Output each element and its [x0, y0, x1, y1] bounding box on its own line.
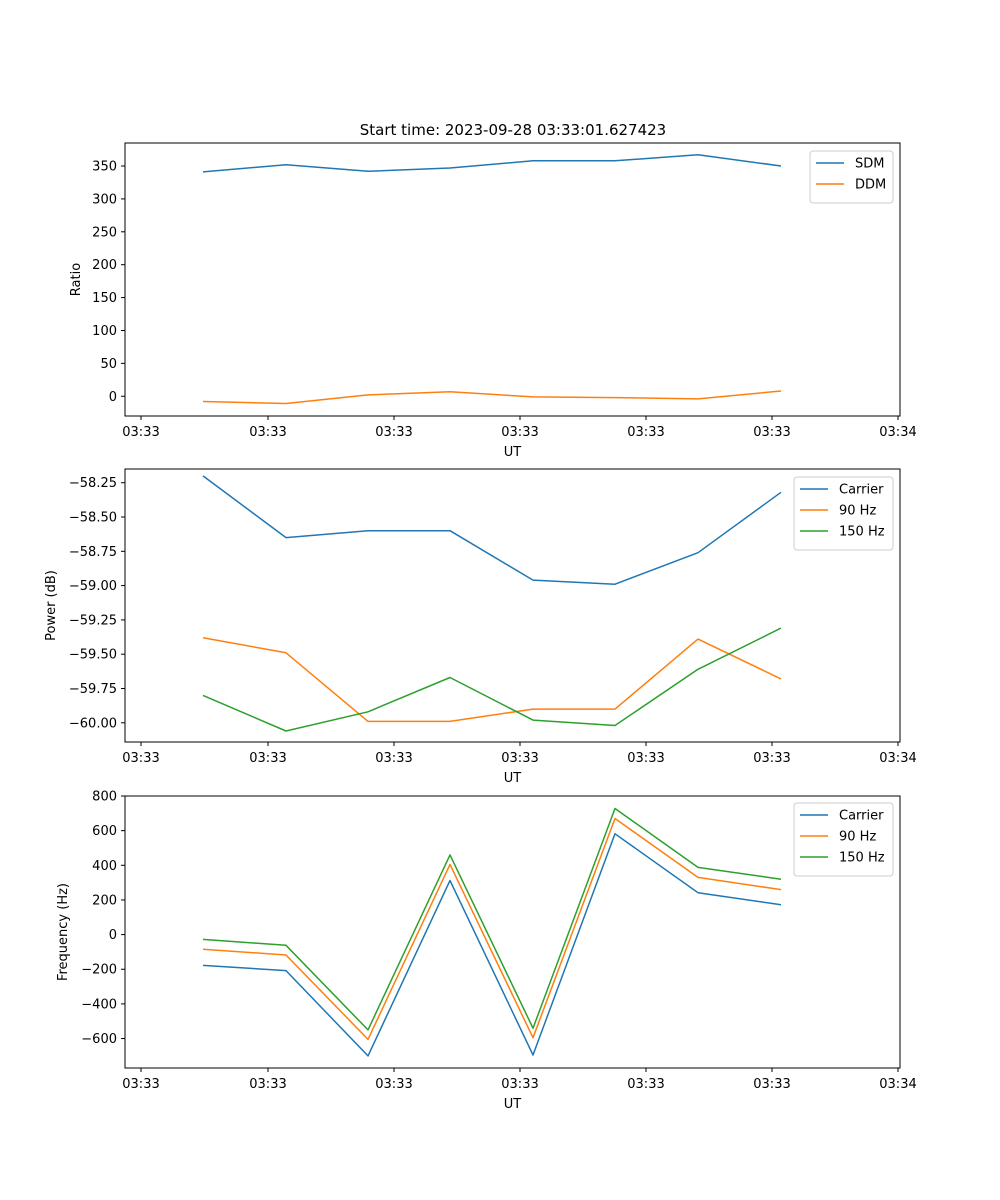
x-tick-label: 03:33: [122, 1077, 159, 1092]
legend-label: 150 Hz: [839, 851, 885, 866]
x-tick-label: 03:33: [501, 425, 538, 440]
legend-label: Carrier: [839, 809, 884, 824]
y-tick-label: 400: [92, 859, 117, 874]
series-line-sdm: [202, 154, 782, 173]
y-axis-label: Frequency (Hz): [56, 883, 71, 981]
series-line-carrier: [202, 833, 782, 1057]
legend: SDM DDM: [809, 150, 894, 204]
plot-area-frame: [124, 142, 901, 417]
y-tick-label: 200: [92, 893, 117, 908]
y-tick-label: 100: [92, 324, 117, 339]
chart-panel-3: 03:33 03:33 03:33 03:33 03:33 03:33 03:34 −600 −…: [56, 790, 917, 1113]
series-line-150-hz: [202, 627, 782, 732]
plots-container: 03:33 03:33 03:33 03:33 03:33 03:33 03:34 0 50 10…: [44, 142, 917, 1113]
x-tick-label: 03:34: [879, 425, 916, 440]
legend-label: 90 Hz: [839, 830, 876, 845]
y-tick-label: 350: [92, 160, 117, 175]
y-axis-label: Power (dB): [44, 570, 59, 641]
y-tick-label: 800: [92, 790, 117, 805]
y-axis-label: Ratio: [69, 263, 84, 296]
legend: Carrier 90 Hz 150 Hz: [793, 476, 894, 551]
legend: Carrier 90 Hz 150 Hz: [793, 802, 894, 877]
y-tick-label: 300: [92, 192, 117, 207]
x-tick-label: 03:33: [753, 751, 790, 766]
x-axis-label: UT: [504, 1097, 522, 1112]
legend-label: 150 Hz: [839, 525, 885, 540]
x-tick-label: 03:34: [879, 1077, 916, 1092]
plot-area-frame: [124, 468, 901, 743]
legend-box: [809, 150, 894, 204]
x-tick-label: 03:33: [249, 425, 286, 440]
x-tick-label: 03:33: [753, 425, 790, 440]
chart-panel-1: 03:33 03:33 03:33 03:33 03:33 03:33 03:34 0 50 10…: [69, 142, 917, 460]
x-tick-label: 03:33: [501, 1077, 538, 1092]
x-tick-label: 03:34: [879, 751, 916, 766]
y-tick-label: 50: [100, 357, 117, 372]
y-tick-label: 250: [92, 225, 117, 240]
x-tick-label: 03:33: [122, 425, 159, 440]
series-line-carrier: [202, 475, 782, 585]
legend-label: SDM: [855, 157, 884, 172]
x-axis-label: UT: [504, 445, 522, 460]
legend-label: Carrier: [839, 483, 884, 498]
x-tick-label: 03:33: [501, 751, 538, 766]
x-tick-label: 03:33: [375, 751, 412, 766]
chart-panel-2: 03:33 03:33 03:33 03:33 03:33 03:33 03:34 −60.0…: [44, 468, 917, 786]
x-tick-label: 03:33: [375, 425, 412, 440]
series-line-90-hz: [202, 817, 782, 1041]
x-tick-label: 03:33: [249, 1077, 286, 1092]
x-tick-label: 03:33: [627, 425, 664, 440]
y-tick-label: −58.50: [69, 511, 117, 526]
x-tick-label: 03:33: [627, 1077, 664, 1092]
y-tick-label: −58.75: [69, 545, 117, 560]
x-tick-label: 03:33: [375, 1077, 412, 1092]
y-tick-label: 0: [109, 928, 117, 943]
y-tick-label: −59.25: [69, 613, 117, 628]
y-tick-label: −60.00: [69, 716, 117, 731]
y-tick-label: 0: [109, 390, 117, 405]
y-tick-label: 600: [92, 824, 117, 839]
x-tick-label: 03:33: [753, 1077, 790, 1092]
series-line-ddm: [202, 390, 782, 405]
y-tick-label: −59.75: [69, 682, 117, 697]
figure-title: Start time: 2023-09-28 03:33:01.627423: [360, 121, 666, 139]
y-tick-label: −200: [81, 963, 117, 978]
y-tick-label: −59.00: [69, 579, 117, 594]
series-line-90-hz: [202, 636, 782, 723]
x-axis-label: UT: [504, 771, 522, 786]
x-tick-label: 03:33: [249, 751, 286, 766]
y-tick-label: −58.25: [69, 476, 117, 491]
y-tick-label: 200: [92, 258, 117, 273]
y-tick-label: −400: [81, 997, 117, 1012]
y-tick-label: −59.50: [69, 648, 117, 663]
plot-area-frame: [124, 795, 901, 1069]
x-tick-label: 03:33: [122, 751, 159, 766]
x-tick-label: 03:33: [627, 751, 664, 766]
legend-label: DDM: [855, 178, 886, 193]
y-tick-label: 150: [92, 291, 117, 306]
series-line-150-hz: [202, 807, 782, 1031]
legend-label: 90 Hz: [839, 504, 876, 519]
y-tick-label: −600: [81, 1032, 117, 1047]
